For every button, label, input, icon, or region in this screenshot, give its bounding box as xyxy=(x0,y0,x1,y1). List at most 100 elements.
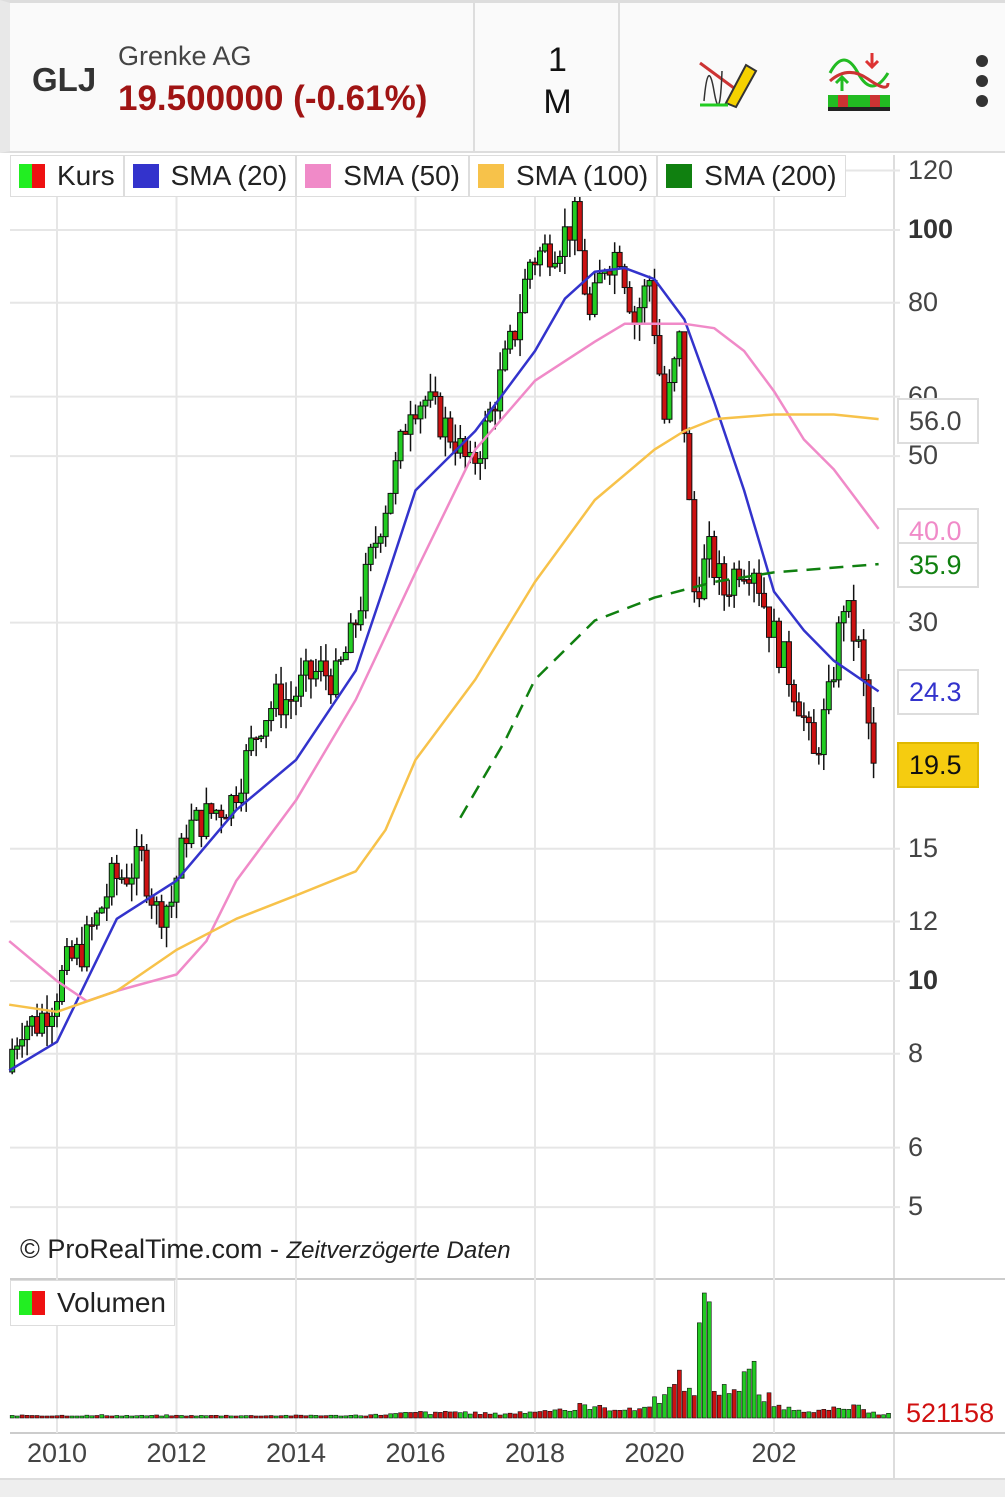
volume-bar xyxy=(248,1415,254,1419)
indicators-icon[interactable] xyxy=(828,51,890,113)
volume-bar xyxy=(184,1415,189,1419)
volume-bar xyxy=(19,1414,25,1419)
plot-area xyxy=(10,197,893,1278)
volume-bar xyxy=(692,1395,697,1419)
candle xyxy=(407,414,414,435)
volume-bar xyxy=(472,1411,478,1419)
candle xyxy=(860,639,867,681)
candle xyxy=(666,382,673,420)
volume-bar xyxy=(617,1410,622,1419)
volume-bar xyxy=(771,1406,777,1419)
volume-bar xyxy=(194,1415,199,1419)
volume-bar xyxy=(84,1414,90,1419)
volume-bar xyxy=(826,1409,832,1419)
volume-bar xyxy=(74,1415,80,1419)
swatch-icon xyxy=(666,164,693,188)
volume-bar xyxy=(477,1414,483,1419)
volume-bar xyxy=(94,1415,100,1419)
period-value: 1 xyxy=(548,41,567,79)
x-tick-label: 2012 xyxy=(146,1438,207,1468)
volume-bar xyxy=(557,1408,563,1419)
candle xyxy=(517,312,524,341)
volume-bar xyxy=(886,1413,891,1419)
volume-bar xyxy=(268,1415,274,1419)
drawing-tools-icon[interactable] xyxy=(698,51,762,109)
legend-label: SMA (200) xyxy=(704,160,837,191)
volume-bar xyxy=(607,1410,612,1419)
delay-note: Zeitverzögerte Daten xyxy=(286,1237,511,1264)
y-tick-label: 5 xyxy=(908,1191,924,1222)
volume-bar xyxy=(482,1412,488,1419)
legend-kurs[interactable]: Kurs xyxy=(10,155,124,197)
volume-bar xyxy=(423,1411,428,1419)
candle xyxy=(865,679,872,724)
volume-bar xyxy=(303,1415,309,1419)
volume-bar xyxy=(408,1412,413,1419)
volume-bar xyxy=(577,1403,583,1419)
legend-label: SMA (100) xyxy=(515,160,649,191)
candle xyxy=(661,373,668,420)
candle xyxy=(656,335,663,375)
copyright-note: © ProRealTime.com - Zeitverzögerte Daten xyxy=(20,1234,511,1264)
candle xyxy=(751,572,758,584)
volume-bar xyxy=(358,1415,364,1419)
candle xyxy=(412,414,419,420)
volume-bar xyxy=(64,1415,70,1419)
candle xyxy=(726,594,733,597)
volume-bars xyxy=(9,1292,891,1419)
volume-bar xyxy=(159,1415,164,1419)
candle xyxy=(128,877,135,885)
volume-bar xyxy=(129,1415,134,1419)
volume-bar xyxy=(179,1415,184,1419)
candle xyxy=(417,405,424,420)
x-tick-label: 2020 xyxy=(624,1438,685,1468)
candle xyxy=(810,722,817,754)
candle xyxy=(462,438,469,458)
candle xyxy=(327,675,334,696)
volume-bar xyxy=(119,1415,125,1419)
candle xyxy=(178,837,185,879)
volume-bar xyxy=(448,1411,453,1419)
volume-bar xyxy=(164,1414,169,1419)
candle xyxy=(621,266,628,289)
volume-bar xyxy=(612,1409,617,1419)
candle xyxy=(701,558,708,600)
candle xyxy=(173,877,180,903)
volume-bar xyxy=(542,1410,548,1419)
volume-bar xyxy=(572,1409,578,1419)
volume-bar xyxy=(647,1406,652,1419)
volume-legend[interactable]: Volumen xyxy=(10,1280,175,1326)
candle xyxy=(596,272,603,284)
more-menu-icon[interactable] xyxy=(972,53,992,109)
candle xyxy=(522,278,529,314)
volume-bar xyxy=(243,1415,249,1419)
candle xyxy=(556,255,563,264)
volume-bar xyxy=(492,1412,498,1419)
legend-sma20[interactable]: SMA (20) xyxy=(123,155,297,197)
candle xyxy=(586,293,593,315)
legend-sma100[interactable]: SMA (100) xyxy=(468,155,658,197)
volume-bar xyxy=(856,1404,861,1419)
volume-bar xyxy=(228,1415,234,1419)
legend-sma200[interactable]: SMA (200) xyxy=(657,155,846,197)
volume-bar xyxy=(428,1414,433,1419)
volume-bar xyxy=(104,1415,110,1419)
candle xyxy=(771,620,777,638)
volume-bar xyxy=(174,1414,179,1419)
candle xyxy=(870,722,877,764)
candle xyxy=(756,572,763,594)
x-tick-label: 2014 xyxy=(265,1438,327,1468)
candle xyxy=(795,701,802,717)
volume-bar xyxy=(697,1322,702,1419)
sma-line-200 xyxy=(459,562,879,819)
candle xyxy=(815,752,822,756)
legend-sma50[interactable]: SMA (50) xyxy=(296,155,469,197)
copyright-text: © ProRealTime.com xyxy=(20,1234,263,1264)
volume-bar xyxy=(791,1410,797,1419)
candle xyxy=(93,912,100,926)
volume-bar xyxy=(776,1404,782,1419)
volume-bar xyxy=(721,1384,727,1419)
